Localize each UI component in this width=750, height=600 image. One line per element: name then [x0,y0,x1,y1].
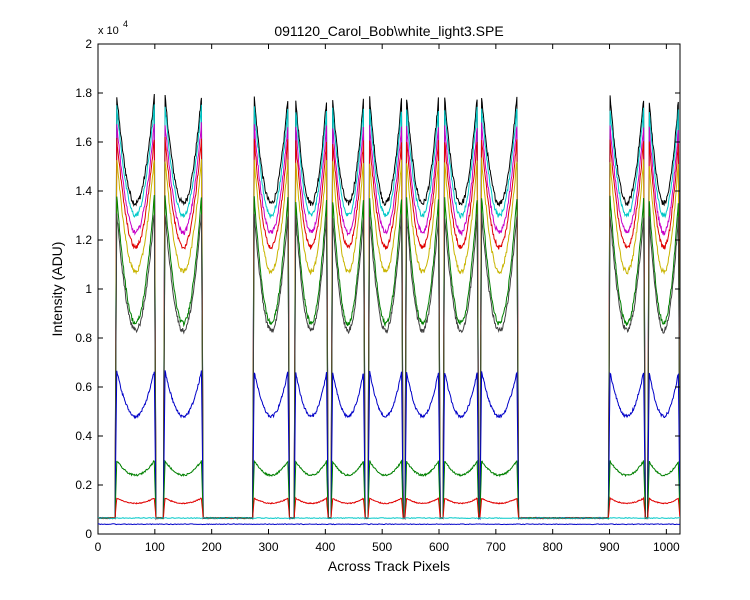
series-layer [98,93,680,526]
x-tick-label: 500 [372,540,392,554]
x-tick-label: 400 [315,540,335,554]
y-tick-label: 0.8 [75,331,92,345]
x-tick-label: 100 [145,540,165,554]
x-tick-label: 0 [95,540,102,554]
flat-series-line-2 [98,523,680,526]
axis-ticks [97,43,680,535]
tick-labels: 0 100 200 300 400 500 600 700 800 900 1000 0 0.2 0.4 0… [75,37,680,554]
y-tick-label: 1.4 [75,184,92,198]
y-exponent-power: 4 [123,19,128,29]
chart-title: 091120_Carol_Bob\white_light3.SPE [274,23,503,39]
x-tick-label: 900 [600,540,620,554]
y-tick-label: 1 [85,282,92,296]
y-tick-label: 0.4 [75,429,92,443]
x-axis-label: Across Track Pixels [328,558,450,574]
x-tick-label: 600 [429,540,449,554]
y-tick-label: 1.2 [75,233,92,247]
y-tick-label: 0.6 [75,380,92,394]
x-tick-label: 800 [543,540,563,554]
y-tick-label: 1.6 [75,135,92,149]
x-tick-label: 700 [486,540,506,554]
y-tick-label: 0.2 [75,478,92,492]
y-tick-label: 1.8 [75,86,92,100]
plot-area [97,43,681,535]
y-axis-label: Intensity (ADU) [49,242,65,337]
y-tick-label: 0 [85,527,92,541]
flat-series-line-1 [98,517,680,519]
x-tick-label: 200 [202,540,222,554]
y-exponent-label: x 10 [98,25,119,37]
x-tick-label: 1000 [653,540,680,554]
x-tick-label: 300 [258,540,278,554]
y-tick-label: 2 [85,37,92,51]
